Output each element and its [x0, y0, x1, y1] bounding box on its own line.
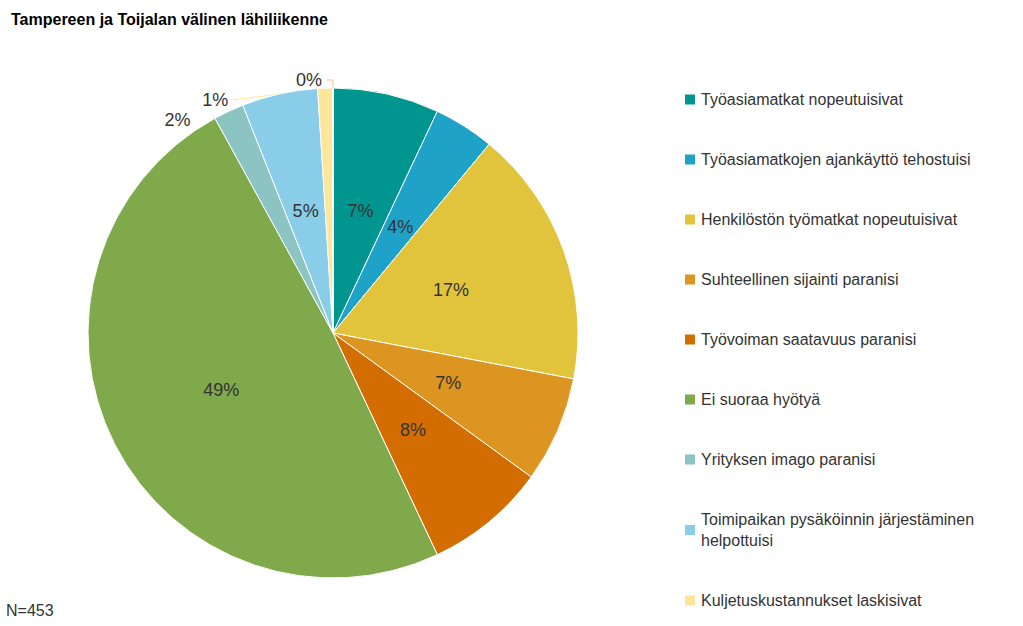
- svg-text:17%: 17%: [433, 280, 469, 300]
- svg-text:0%: 0%: [296, 70, 322, 90]
- svg-text:49%: 49%: [203, 380, 239, 400]
- svg-text:7%: 7%: [435, 373, 461, 393]
- svg-text:4%: 4%: [387, 217, 413, 237]
- svg-text:Työvoiman saatavuus paranisi: Työvoiman saatavuus paranisi: [701, 331, 916, 348]
- svg-text:Suhteellinen sijainti paranisi: Suhteellinen sijainti paranisi: [701, 271, 898, 288]
- svg-text:Toimipaikan pysäköinnin järjes: Toimipaikan pysäköinnin järjestäminen: [701, 511, 978, 528]
- svg-text:N=453: N=453: [6, 602, 54, 619]
- svg-text:5%: 5%: [293, 201, 319, 221]
- svg-text:8%: 8%: [400, 420, 426, 440]
- svg-text:Tampereen ja Toijalan välinen: Tampereen ja Toijalan välinen lähiliiken…: [11, 11, 328, 28]
- svg-text:Työasiamatkat nopeutuisivat: Työasiamatkat nopeutuisivat: [701, 91, 903, 108]
- svg-text:Henkilöstön työmatkat nopeutui: Henkilöstön työmatkat nopeutuisivat: [701, 211, 958, 228]
- svg-text:Työasiamatkojen ajankäyttö teh: Työasiamatkojen ajankäyttö tehostuisi: [701, 151, 970, 168]
- svg-text:7%: 7%: [347, 201, 373, 221]
- svg-text:Kuljetuskustannukset laskisiva: Kuljetuskustannukset laskisivat: [701, 592, 922, 609]
- svg-text:2%: 2%: [164, 110, 190, 130]
- svg-text:helpottuisi: helpottuisi: [701, 532, 773, 549]
- svg-text:1%: 1%: [202, 90, 228, 110]
- svg-text:Ei suoraa hyötyä: Ei suoraa hyötyä: [701, 391, 820, 408]
- svg-text:Yrityksen imago paranisi: Yrityksen imago paranisi: [701, 451, 875, 468]
